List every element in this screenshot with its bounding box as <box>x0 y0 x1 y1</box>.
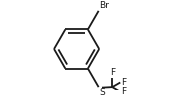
Text: F: F <box>110 68 115 77</box>
Text: F: F <box>121 87 126 96</box>
Text: F: F <box>121 78 126 87</box>
Text: Br: Br <box>99 1 109 10</box>
Text: S: S <box>99 88 105 97</box>
